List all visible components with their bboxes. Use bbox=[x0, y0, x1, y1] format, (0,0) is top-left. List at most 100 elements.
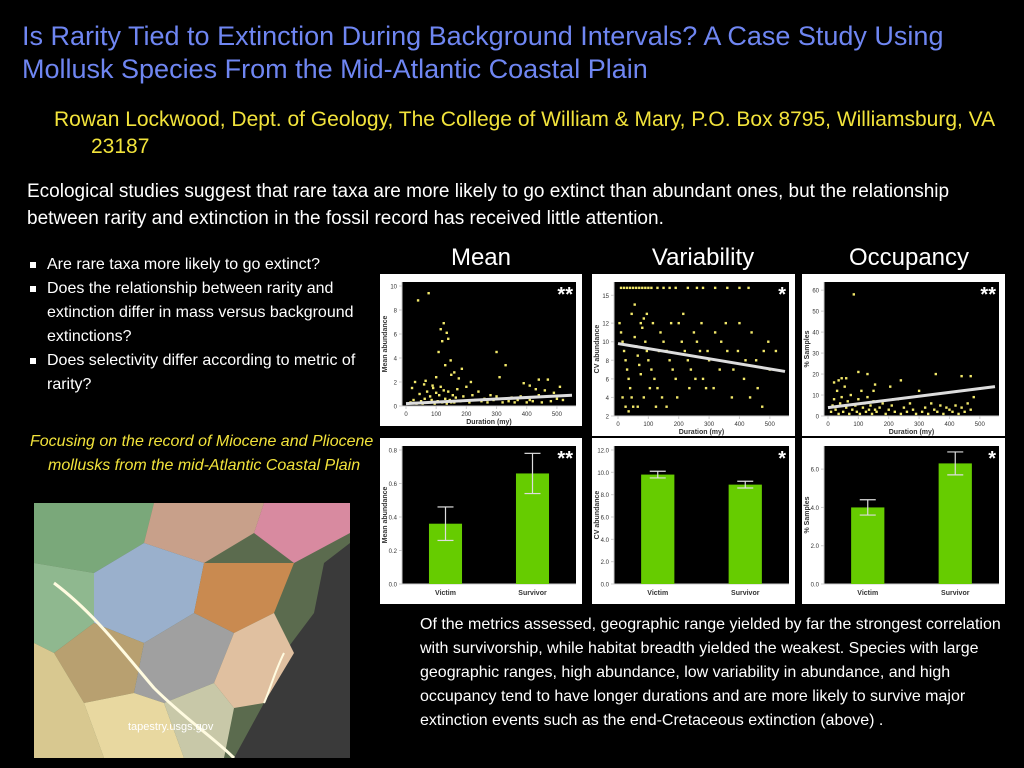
data-point bbox=[644, 340, 647, 343]
y-tick-label: 8.0 bbox=[601, 493, 610, 499]
data-point bbox=[619, 331, 623, 334]
bar bbox=[641, 474, 675, 584]
data-point bbox=[718, 368, 721, 371]
data-point bbox=[619, 286, 623, 290]
y-tick-label: 8 bbox=[394, 309, 398, 315]
y-tick-label: 0.8 bbox=[389, 449, 398, 455]
data-point bbox=[680, 340, 683, 343]
data-point bbox=[513, 401, 516, 404]
data-point bbox=[695, 340, 699, 343]
x-tick-label: 500 bbox=[975, 422, 986, 428]
data-point bbox=[537, 378, 540, 381]
data-point bbox=[522, 382, 525, 385]
data-point bbox=[738, 286, 741, 290]
data-point bbox=[726, 349, 729, 353]
data-point bbox=[969, 408, 972, 411]
x-tick-label: 0 bbox=[404, 412, 408, 418]
data-point bbox=[437, 350, 440, 354]
data-point bbox=[857, 398, 860, 401]
y-tick-label: 2.0 bbox=[601, 560, 610, 566]
data-point bbox=[873, 408, 877, 411]
data-point bbox=[724, 321, 727, 325]
y-tick-label: 4 bbox=[394, 357, 398, 363]
data-point bbox=[628, 386, 632, 390]
poster-title: Is Rarity Tied to Extinction During Back… bbox=[22, 21, 944, 84]
y-tick-label: 4.0 bbox=[811, 506, 820, 512]
data-point bbox=[668, 359, 671, 362]
data-point bbox=[834, 408, 837, 411]
x-tick-label: 200 bbox=[674, 422, 685, 428]
data-point bbox=[960, 406, 963, 409]
x-axis-label: Duration (my) bbox=[889, 429, 935, 436]
data-point bbox=[748, 396, 752, 399]
data-point bbox=[504, 364, 507, 367]
data-point bbox=[887, 408, 890, 411]
y-axis-label: CV abundance bbox=[594, 491, 601, 540]
data-point bbox=[878, 406, 881, 409]
y-tick-label: 12.0 bbox=[597, 449, 609, 455]
scatter-panel-occupancy: 0 10 20 30 40 50 60 % Samples 0 100 200 300 400 500 Du… bbox=[802, 274, 1005, 436]
data-point bbox=[625, 286, 629, 290]
data-point bbox=[686, 286, 690, 290]
data-point bbox=[694, 377, 697, 381]
data-point bbox=[837, 379, 840, 382]
data-point bbox=[927, 412, 930, 416]
data-point bbox=[761, 405, 764, 408]
data-point bbox=[899, 379, 903, 382]
data-point bbox=[635, 286, 638, 290]
y-tick-label: 4.0 bbox=[601, 538, 610, 544]
x-tick-label: 500 bbox=[765, 422, 776, 428]
data-point bbox=[647, 359, 650, 362]
data-point bbox=[869, 404, 872, 407]
y-tick-label: 0 bbox=[816, 415, 820, 421]
data-point bbox=[486, 401, 489, 404]
data-point bbox=[954, 404, 957, 407]
data-point bbox=[621, 396, 624, 399]
data-point bbox=[936, 410, 939, 414]
data-point bbox=[561, 398, 565, 402]
significance-marker: ** bbox=[980, 284, 996, 306]
y-tick-label: 0 bbox=[394, 405, 398, 411]
data-point bbox=[498, 376, 501, 379]
data-point bbox=[631, 286, 635, 290]
data-point bbox=[447, 390, 450, 393]
data-point bbox=[636, 405, 639, 408]
data-point bbox=[713, 331, 717, 334]
question-item: Does the relationship between rarity and… bbox=[28, 277, 373, 349]
data-point bbox=[651, 321, 655, 325]
data-point bbox=[875, 410, 878, 414]
data-point bbox=[665, 405, 668, 408]
data-point bbox=[872, 389, 875, 393]
data-point bbox=[546, 378, 550, 381]
data-point bbox=[555, 397, 559, 400]
data-point bbox=[866, 395, 869, 399]
data-point bbox=[650, 368, 653, 371]
data-point bbox=[920, 410, 924, 414]
data-point bbox=[963, 410, 966, 414]
data-point bbox=[501, 401, 504, 404]
data-point bbox=[442, 389, 445, 392]
data-point bbox=[627, 410, 630, 413]
data-point bbox=[465, 385, 468, 388]
data-point bbox=[537, 394, 540, 397]
data-point bbox=[425, 390, 429, 393]
y-tick-label: 10 bbox=[602, 340, 609, 346]
data-point bbox=[857, 370, 860, 374]
data-point bbox=[701, 286, 705, 290]
data-point bbox=[848, 412, 851, 416]
data-point bbox=[867, 408, 871, 411]
data-point bbox=[418, 392, 421, 396]
data-point bbox=[674, 286, 677, 290]
data-point bbox=[424, 379, 427, 382]
data-point bbox=[712, 386, 715, 390]
data-point bbox=[905, 410, 909, 414]
data-point bbox=[890, 404, 893, 407]
data-point bbox=[543, 389, 547, 392]
data-point bbox=[477, 390, 480, 393]
data-point bbox=[671, 368, 674, 371]
column-title-mean: Mean bbox=[450, 244, 512, 271]
data-point bbox=[648, 386, 652, 390]
column-title-occupancy: Occupancy bbox=[848, 244, 970, 271]
data-point bbox=[831, 404, 834, 407]
category-label: Survivor bbox=[731, 590, 760, 597]
